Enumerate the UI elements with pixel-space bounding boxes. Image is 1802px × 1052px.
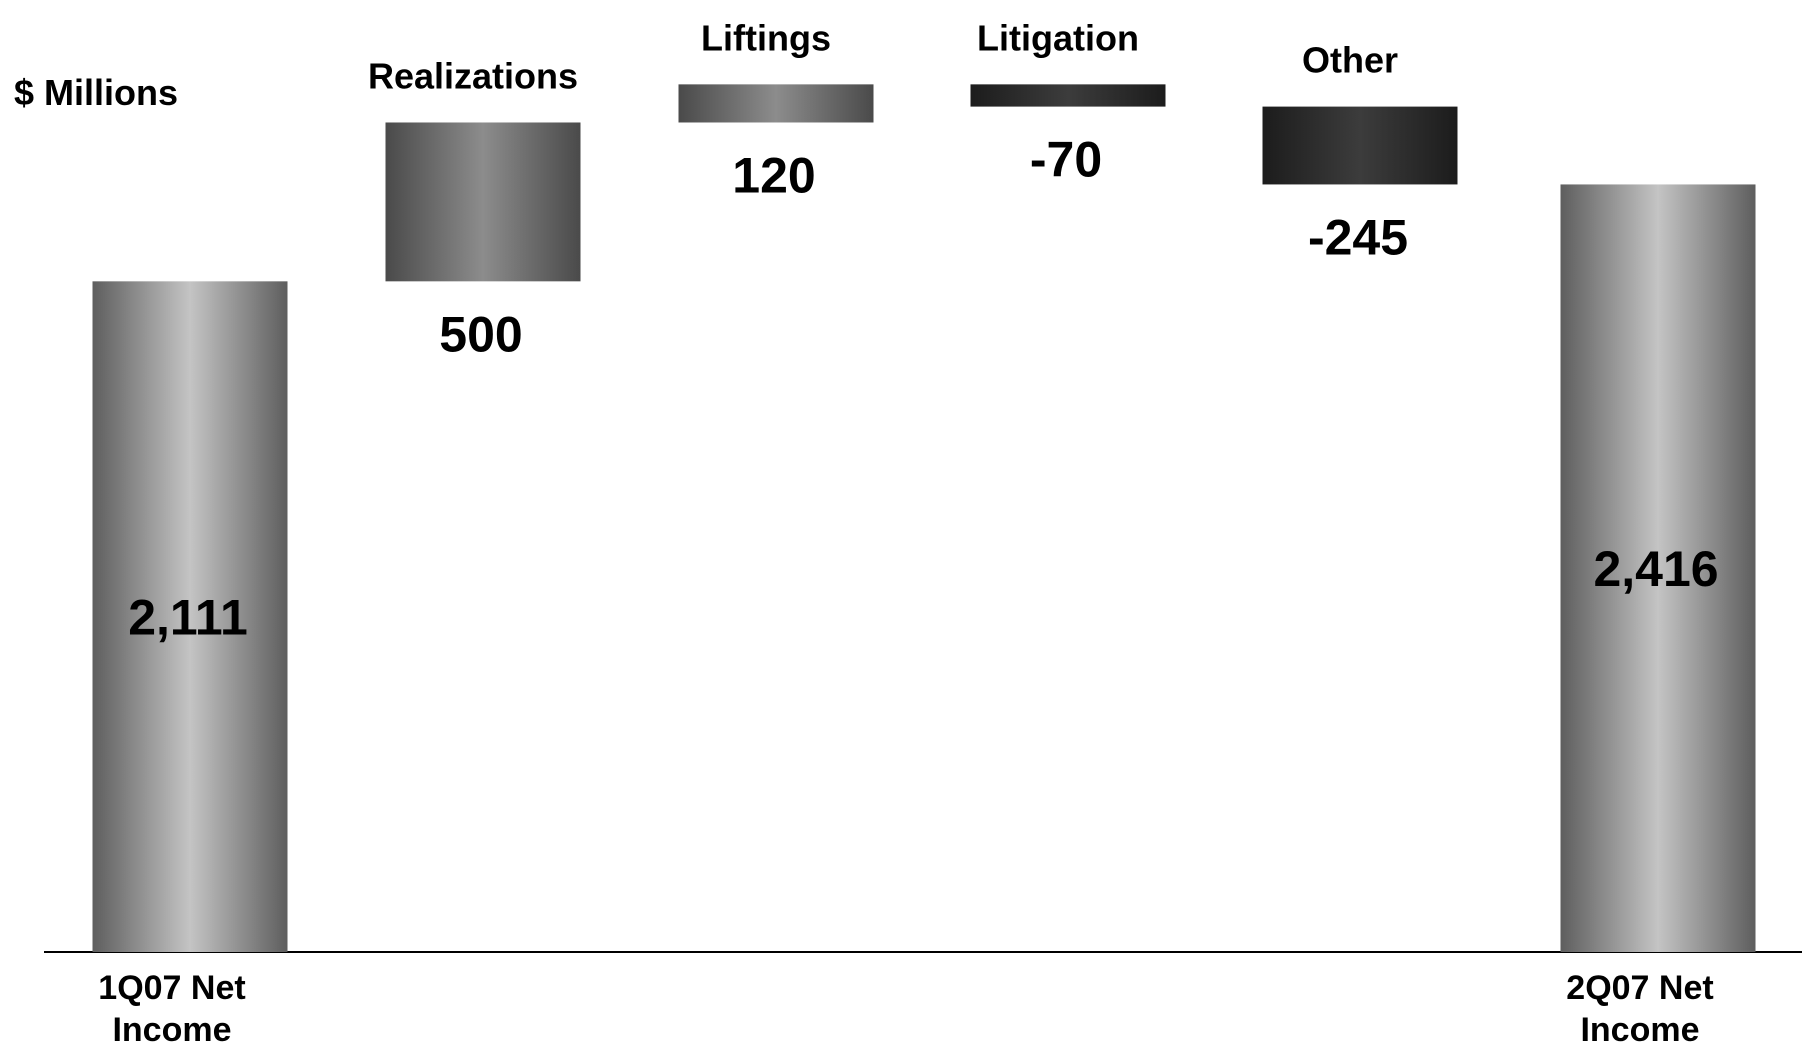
unit-label: $ Millions	[14, 72, 179, 113]
bar-1	[385, 122, 581, 282]
category-label-1: Realizations	[368, 55, 578, 96]
category-label-4: Other	[1302, 40, 1398, 81]
bar-5	[1560, 184, 1756, 953]
category-label-0-line-1: Income	[112, 1011, 231, 1047]
category-label-2: Liftings	[701, 17, 831, 58]
value-label-4: -245	[1308, 209, 1408, 265]
category-label-5-line-1: Income	[1580, 1011, 1699, 1047]
bar-4	[1262, 106, 1458, 185]
category-label-5-line-0: 2Q07 Net	[1566, 969, 1713, 1007]
value-label-1: 500	[439, 306, 522, 362]
value-label-5: 2,416	[1593, 541, 1718, 597]
bar-0	[92, 281, 288, 952]
value-label-0: 2,111	[128, 590, 248, 646]
bar-3	[970, 84, 1166, 107]
bar-2	[678, 84, 874, 123]
value-label-2: 120	[732, 147, 815, 203]
category-label-3: Litigation	[977, 17, 1139, 58]
category-label-0-line-0: 1Q07 Net	[98, 969, 245, 1007]
value-label-3: -70	[1030, 132, 1102, 188]
